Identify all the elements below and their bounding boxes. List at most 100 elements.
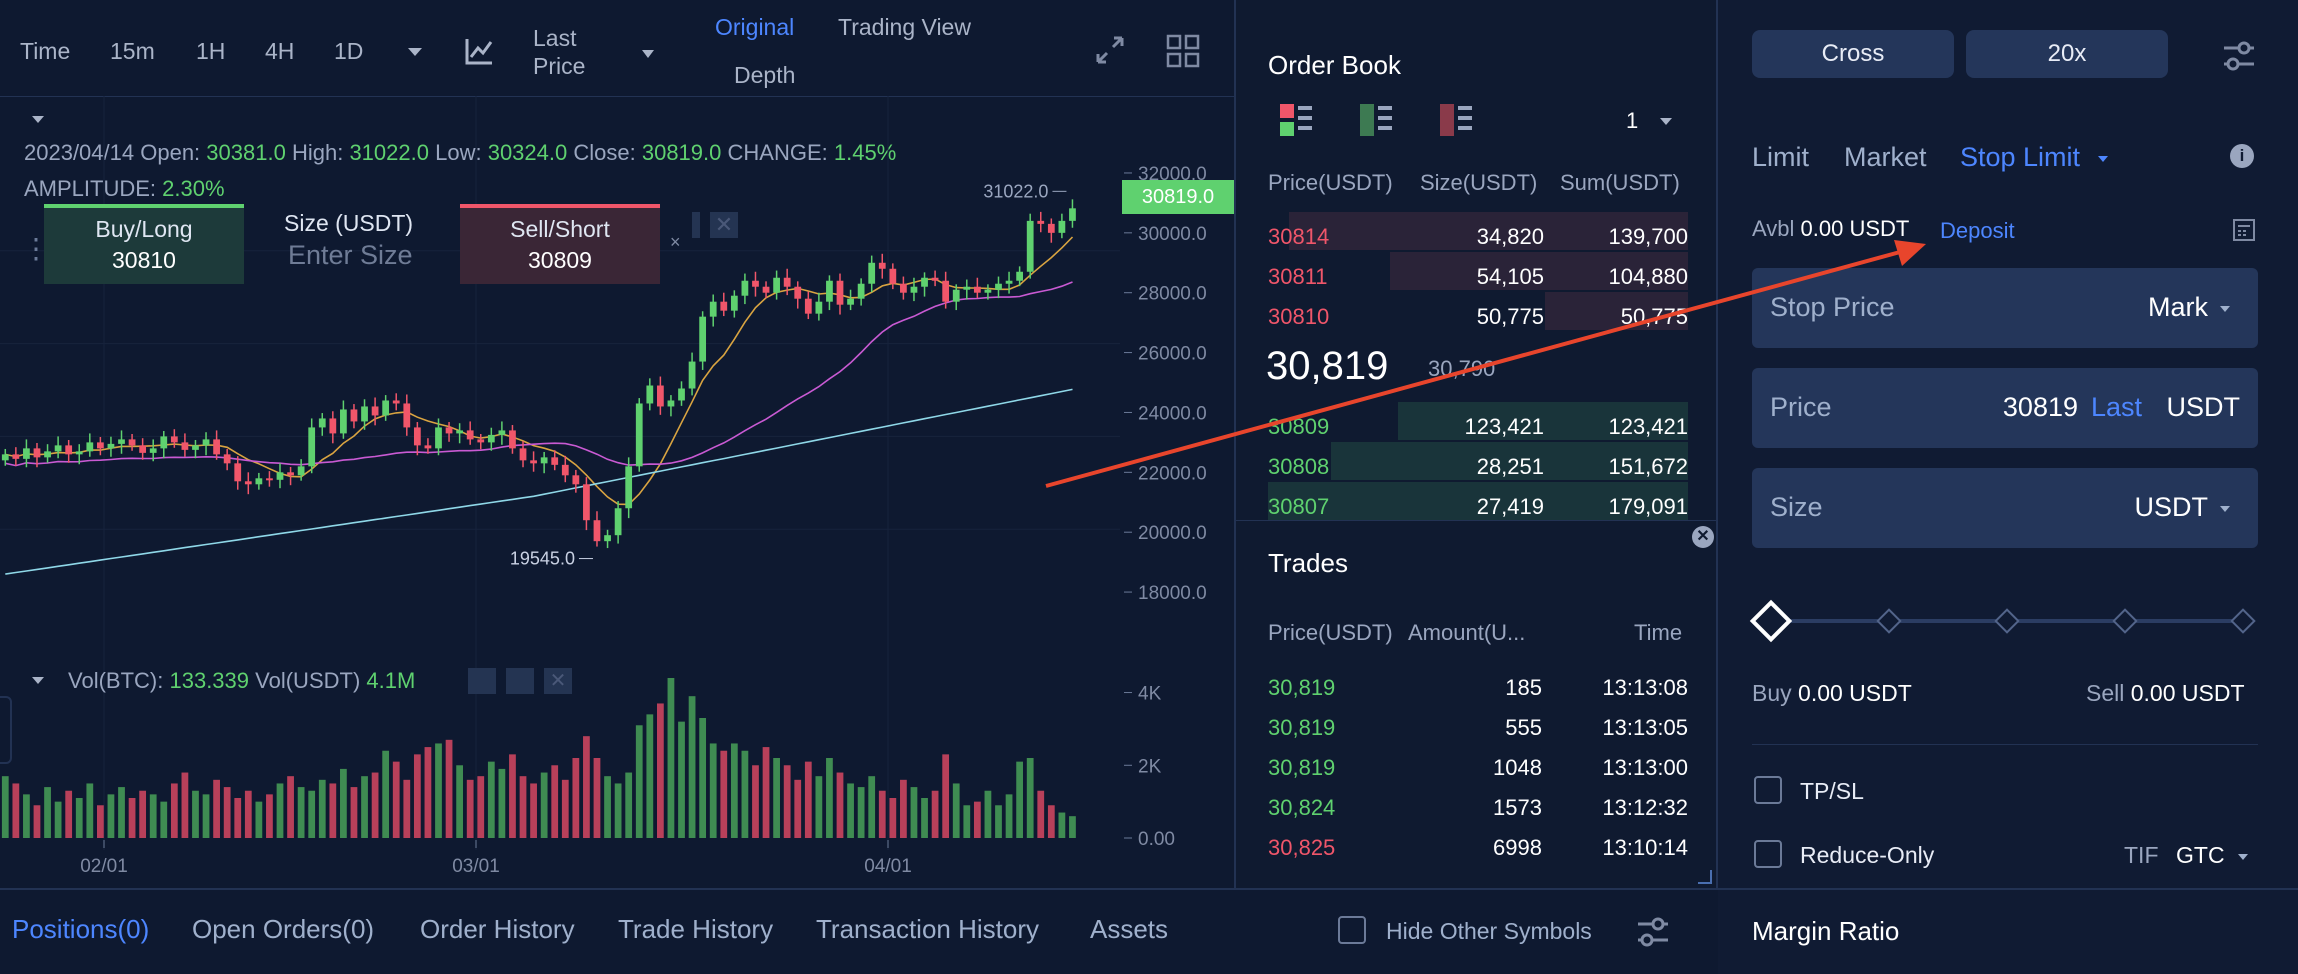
trade-time: 13:13:05 — [1602, 715, 1688, 740]
bid-row[interactable]: 30808 28,251 151,672 — [1268, 448, 1688, 484]
candle — [12, 454, 20, 459]
tif-dropdown-icon[interactable] — [2238, 854, 2248, 860]
volume-bar — [170, 783, 178, 838]
sliders-icon[interactable] — [2222, 40, 2256, 72]
price-field[interactable]: Price 30819 Last USDT — [1752, 368, 2258, 448]
book-asks-icon[interactable] — [1440, 104, 1474, 138]
tab-assets[interactable]: Assets — [1090, 914, 1169, 944]
filter-sliders-icon[interactable] — [1636, 916, 1670, 948]
ask-row[interactable]: 30814 34,820 139,700 — [1268, 218, 1688, 254]
interval-dropdown-icon[interactable] — [408, 48, 422, 56]
eye-icon[interactable] — [468, 668, 496, 694]
price-type-select[interactable]: Last Price — [533, 24, 585, 80]
volume-bar — [477, 776, 485, 838]
tab-trade-history[interactable]: Trade History — [618, 914, 774, 944]
view-trading-view[interactable]: Trading View — [838, 14, 971, 40]
volume-bar — [847, 783, 854, 838]
size-unit[interactable]: USDT — [2134, 492, 2209, 522]
vol-btc-value: 133.339 — [169, 668, 250, 693]
reduce-only-checkbox[interactable] — [1754, 840, 1782, 868]
book-bids-icon[interactable] — [1360, 104, 1394, 138]
bid-row[interactable]: 30807 27,419 179,091 — [1268, 488, 1688, 524]
price-unit: USDT — [2166, 392, 2241, 422]
volume-bar — [509, 754, 516, 838]
book-both-icon[interactable] — [1280, 104, 1314, 138]
margin-mode-button[interactable]: Cross — [1752, 30, 1954, 78]
interval-1h[interactable]: 1H — [196, 38, 226, 64]
stop-price-field[interactable]: Stop Price Mark — [1752, 268, 2258, 348]
settings-icon[interactable] — [506, 668, 534, 694]
buy-long-button[interactable]: Buy/Long 30810 — [44, 204, 244, 284]
row-price: 30808 — [1268, 454, 1330, 479]
close-icon[interactable]: ✕ — [710, 212, 738, 238]
volume-bar — [868, 776, 876, 838]
volume-bar — [635, 725, 643, 838]
resize-handle-icon[interactable] — [1698, 870, 1712, 884]
volume-bar — [382, 750, 390, 838]
tab-transaction-history[interactable]: Transaction History — [816, 914, 1039, 944]
precision-dropdown-icon[interactable] — [1660, 118, 1672, 125]
sell-short-button[interactable]: Sell/Short 30809 — [460, 204, 660, 284]
volume-bar — [255, 801, 263, 838]
interval-4h[interactable]: 4H — [265, 38, 295, 64]
stop-price-type-dropdown-icon[interactable] — [2220, 306, 2230, 312]
ask-row[interactable]: 30811 54,105 104,880 — [1268, 258, 1688, 294]
tif-select[interactable]: GTC — [2176, 842, 2225, 868]
volume-bar — [445, 739, 453, 838]
volume-collapse-icon[interactable] — [32, 677, 44, 684]
volume-bar — [910, 787, 918, 838]
close-icon[interactable]: ✕ — [544, 668, 572, 694]
side-handle[interactable] — [0, 696, 12, 764]
volume-bar — [1037, 790, 1045, 838]
vol-btc-label: Vol(BTC): — [68, 668, 164, 693]
candle — [1005, 280, 1013, 284]
ask-row[interactable]: 30810 50,775 50,775 — [1268, 298, 1688, 334]
close-quick-trade-icon[interactable]: × — [670, 232, 681, 252]
size-input[interactable]: Enter Size — [288, 240, 413, 270]
stop-limit-dropdown-icon[interactable] — [2098, 156, 2108, 162]
layout-grid-icon[interactable] — [1166, 34, 1200, 68]
row-price: 30809 — [1268, 414, 1330, 439]
available-balance: Avbl 0.00 USDT — [1752, 216, 1909, 242]
candle — [139, 445, 147, 453]
price-value[interactable]: 30819 — [2002, 392, 2078, 422]
interval-time[interactable]: Time — [20, 38, 71, 64]
candle — [741, 280, 749, 296]
info-icon[interactable]: i — [2230, 144, 2254, 168]
legend-collapse-icon[interactable] — [32, 116, 44, 123]
tab-limit[interactable]: Limit — [1752, 142, 1810, 172]
tab-positions[interactable]: Positions(0) — [12, 914, 150, 944]
size-unit-dropdown-icon[interactable] — [2220, 506, 2230, 512]
candle — [149, 448, 157, 453]
chart-tool-icon[interactable] — [692, 212, 700, 238]
tpsl-checkbox[interactable] — [1754, 776, 1782, 804]
candle — [234, 463, 242, 482]
calculator-icon[interactable] — [2232, 218, 2256, 242]
precision-select[interactable]: 1 — [1626, 108, 1639, 133]
price-last-button[interactable]: Last — [2090, 392, 2142, 422]
ohlc-close-label: Close: — [573, 140, 636, 165]
expand-icon[interactable] — [1094, 34, 1126, 66]
hide-other-symbols-checkbox[interactable] — [1338, 916, 1366, 944]
row-size: 28,251 — [1476, 454, 1544, 479]
indicator-icon[interactable] — [464, 36, 494, 66]
tab-order-history[interactable]: Order History — [420, 914, 575, 944]
tab-open-orders[interactable]: Open Orders(0) — [192, 914, 375, 944]
mark-price: 30,790 — [1428, 356, 1496, 381]
volume-bar — [720, 750, 728, 838]
view-depth[interactable]: Depth — [734, 62, 796, 88]
close-trades-icon[interactable]: ✕ — [1692, 526, 1714, 548]
deposit-link[interactable]: Deposit — [1940, 218, 2015, 243]
view-original[interactable]: Original — [715, 14, 795, 40]
price-type-dropdown-icon[interactable] — [642, 50, 654, 58]
interval-1d[interactable]: 1D — [334, 38, 364, 64]
tab-market[interactable]: Market — [1844, 142, 1927, 172]
stop-price-type[interactable]: Mark — [2148, 292, 2208, 322]
bid-row[interactable]: 30809 123,421 123,421 — [1268, 408, 1688, 444]
candle — [308, 427, 316, 467]
tab-stop-limit[interactable]: Stop Limit — [1960, 142, 2081, 172]
leverage-button[interactable]: 20x — [1966, 30, 2168, 78]
size-field[interactable]: Size USDT — [1752, 468, 2258, 548]
interval-15m[interactable]: 15m — [110, 38, 155, 64]
candle — [530, 460, 537, 464]
